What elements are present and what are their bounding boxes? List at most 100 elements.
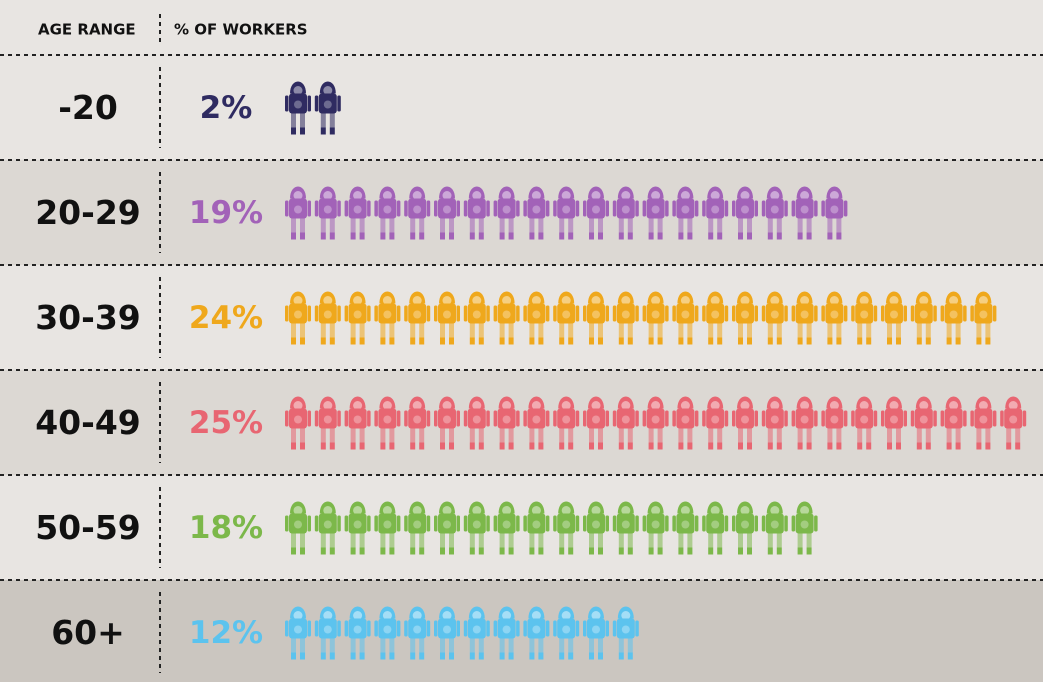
icon-boot — [508, 232, 514, 240]
icon-face — [293, 506, 303, 515]
icon-leg — [627, 322, 633, 338]
icon-leg — [410, 217, 416, 233]
icon-face — [651, 506, 661, 515]
icon-face — [323, 506, 333, 515]
icon-body — [914, 303, 933, 324]
icon-boot — [320, 442, 326, 450]
worker-icon — [434, 606, 460, 660]
icon-boot — [627, 232, 633, 240]
icon-hood — [826, 186, 843, 199]
icon-boot — [827, 232, 833, 240]
icon-hood — [677, 291, 694, 304]
icon-bib — [770, 520, 779, 529]
icon-face — [472, 506, 482, 515]
icon-bib — [800, 205, 809, 214]
icon-arm — [344, 305, 349, 322]
icon-leg — [389, 322, 395, 338]
icon-arm — [1022, 410, 1027, 427]
icon-boot — [499, 547, 505, 555]
icon-hood — [319, 606, 336, 619]
icon-hood — [409, 291, 426, 304]
icon-body — [527, 513, 546, 534]
icon-bib — [621, 310, 630, 319]
icon-bib — [949, 415, 958, 424]
icon-arm — [672, 515, 676, 532]
icon-face — [561, 191, 571, 200]
icon-arm — [374, 305, 378, 322]
icon-hood — [349, 291, 366, 304]
icon-hood — [468, 396, 485, 409]
icon-leg — [568, 532, 574, 548]
icon-row — [285, 186, 848, 240]
icon-boot — [708, 547, 714, 555]
icon-arm — [702, 515, 706, 532]
icon-arm — [426, 515, 431, 532]
icon-hood — [319, 291, 336, 304]
worker-icon — [702, 291, 729, 345]
icon-leg — [776, 532, 782, 548]
icon-leg — [598, 637, 603, 653]
icon-arm — [486, 410, 490, 427]
icon-arm — [486, 200, 490, 217]
icon-boot — [380, 232, 386, 240]
icon-body — [497, 198, 516, 219]
icon-leg — [329, 322, 335, 338]
icon-boot — [529, 337, 535, 345]
icon-face — [949, 296, 959, 305]
icon-bib — [592, 625, 600, 634]
icon-boot — [836, 337, 842, 345]
icon-boot — [291, 652, 296, 660]
icon-boot — [568, 337, 574, 345]
icon-face — [859, 401, 869, 410]
icon-boot — [589, 337, 594, 345]
worker-icon — [910, 396, 937, 450]
icon-face — [561, 401, 571, 410]
icon-boot — [887, 337, 892, 345]
percent-label: 24% — [189, 300, 263, 336]
icon-body — [944, 303, 963, 324]
icon-body — [646, 303, 665, 324]
icon-boot — [329, 652, 335, 660]
worker-icon — [702, 186, 729, 240]
icon-leg — [708, 532, 714, 548]
icon-hood — [558, 291, 575, 304]
icon-boot — [389, 547, 395, 555]
icon-boot — [350, 652, 356, 660]
icon-boot — [329, 127, 335, 135]
worker-icon — [314, 291, 341, 345]
icon-bib — [562, 310, 571, 319]
icon-arm — [545, 515, 550, 532]
worker-icon — [672, 501, 699, 555]
icon-face — [680, 401, 690, 410]
icon-leg — [857, 322, 863, 338]
icon-boot — [350, 442, 356, 450]
icon-arm — [694, 410, 699, 427]
icon-bib — [681, 205, 690, 214]
icon-leg — [648, 217, 654, 233]
icon-arm — [724, 410, 729, 427]
icon-hood — [707, 396, 724, 409]
icon-hood — [349, 606, 366, 619]
icon-arm — [642, 515, 647, 532]
icon-boot — [687, 232, 693, 240]
worker-icon — [553, 291, 580, 345]
icon-hood — [468, 186, 485, 199]
icon-boot — [836, 232, 842, 240]
icon-face — [382, 296, 392, 305]
icon-bib — [353, 520, 362, 529]
icon-hood — [945, 291, 962, 304]
icon-leg — [598, 322, 603, 338]
icon-boot — [896, 442, 901, 450]
icon-face — [442, 191, 452, 200]
icon-body — [408, 618, 427, 639]
icon-bib — [353, 205, 362, 214]
icon-boot — [598, 232, 603, 240]
icon-leg — [708, 217, 714, 233]
icon-hood — [796, 501, 813, 514]
icon-body — [378, 513, 397, 534]
icon-arm — [851, 410, 855, 427]
icon-body — [825, 198, 844, 219]
icon-bib — [681, 310, 690, 319]
icon-leg — [925, 322, 931, 338]
